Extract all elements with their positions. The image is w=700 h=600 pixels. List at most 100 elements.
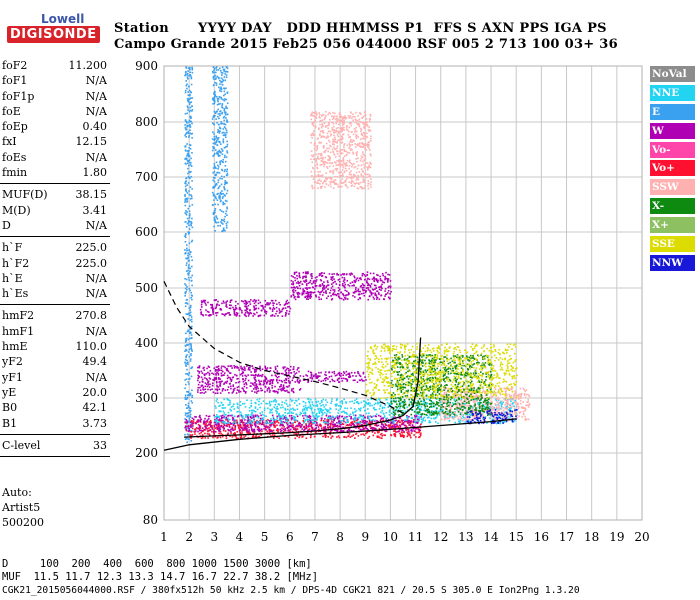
echo-point [190,409,192,412]
echo-point [401,409,404,412]
echo-point [259,420,261,423]
echo-point [341,411,343,413]
echo-point [324,408,327,410]
echo-point [184,185,187,188]
echo-point [358,277,361,280]
echo-point [218,427,221,429]
echo-point [354,281,356,284]
echo-point [398,419,400,422]
echo-point [294,271,296,274]
echo-point [216,97,219,100]
echo-point [510,419,512,422]
echo-point [268,426,271,429]
param-name: h`Es [2,287,29,301]
echo-point [299,276,301,279]
echo-point [189,93,191,96]
echo-point [334,417,336,420]
echo-point [367,403,369,406]
echo-point [221,374,224,377]
echo-cluster-e [211,66,229,233]
echo-point [201,391,203,394]
echo-point [289,307,292,310]
echo-point [320,408,323,411]
echo-point [377,274,379,277]
echo-point [424,407,427,410]
echo-point [212,309,214,311]
echo-point [245,377,247,380]
echo-point [294,381,297,383]
echo-point [222,419,224,422]
echo-point [184,89,187,92]
echo-point [327,418,330,421]
echo-point [281,427,283,429]
echo-point [448,388,451,390]
echo-point [188,205,191,207]
echo-point [211,372,213,375]
echo-point [380,437,383,440]
echo-point [318,412,321,414]
echo-point [361,286,364,289]
echo-point [315,400,317,403]
echo-point [354,417,356,419]
echo-point [186,192,189,194]
echo-point [221,72,224,74]
echo-point [319,407,321,410]
echo-point [213,225,215,228]
echo-point [186,160,189,162]
plot-frame [163,65,643,521]
echo-point [351,421,354,423]
echo-point [188,428,191,430]
echo-point [188,215,191,217]
echo-point [321,294,324,296]
echo-point [216,389,219,392]
x-tick-label: 5 [261,530,269,544]
echo-point [423,400,426,403]
echo-point [191,284,193,287]
echo-point [190,325,193,328]
echo-point [259,406,261,409]
echo-point [373,406,375,409]
echo-point [372,427,374,430]
echo-point [212,187,214,189]
echo-point [285,420,287,422]
echo-point [488,387,490,389]
echo-point [507,415,509,418]
param-value: N/A [85,89,107,103]
echo-point [225,105,227,108]
echo-point [454,421,456,424]
echo-point [216,137,218,139]
echo-point [455,407,457,409]
echo-point [267,386,270,389]
echo-point [212,146,214,148]
echo-point [269,302,272,304]
echo-point [293,402,296,404]
echo-point [217,367,220,370]
echo-point [289,365,292,368]
echo-point [186,201,188,203]
echo-point [190,326,192,328]
echo-point [395,431,397,433]
echo-point [365,412,368,415]
echo-point [362,286,365,289]
echo-point [436,414,438,417]
echo-point [288,424,291,427]
echo-point [348,429,351,431]
echo-point [247,312,249,314]
echo-point [430,404,432,406]
echo-point [528,395,531,398]
echo-point [296,435,298,437]
echo-point [302,275,304,278]
echo-point [500,404,503,406]
echo-point [217,123,220,126]
echo-point [215,400,218,402]
echo-point [379,278,382,280]
echo-point [286,427,289,430]
echo-point [198,381,201,384]
x-tick-label: 1 [160,530,168,544]
echo-point [257,373,260,376]
echo-point [229,408,231,411]
echo-point [360,433,362,436]
x-tick-label: 3 [210,530,218,544]
echo-point [262,305,264,307]
echo-point [291,430,294,433]
